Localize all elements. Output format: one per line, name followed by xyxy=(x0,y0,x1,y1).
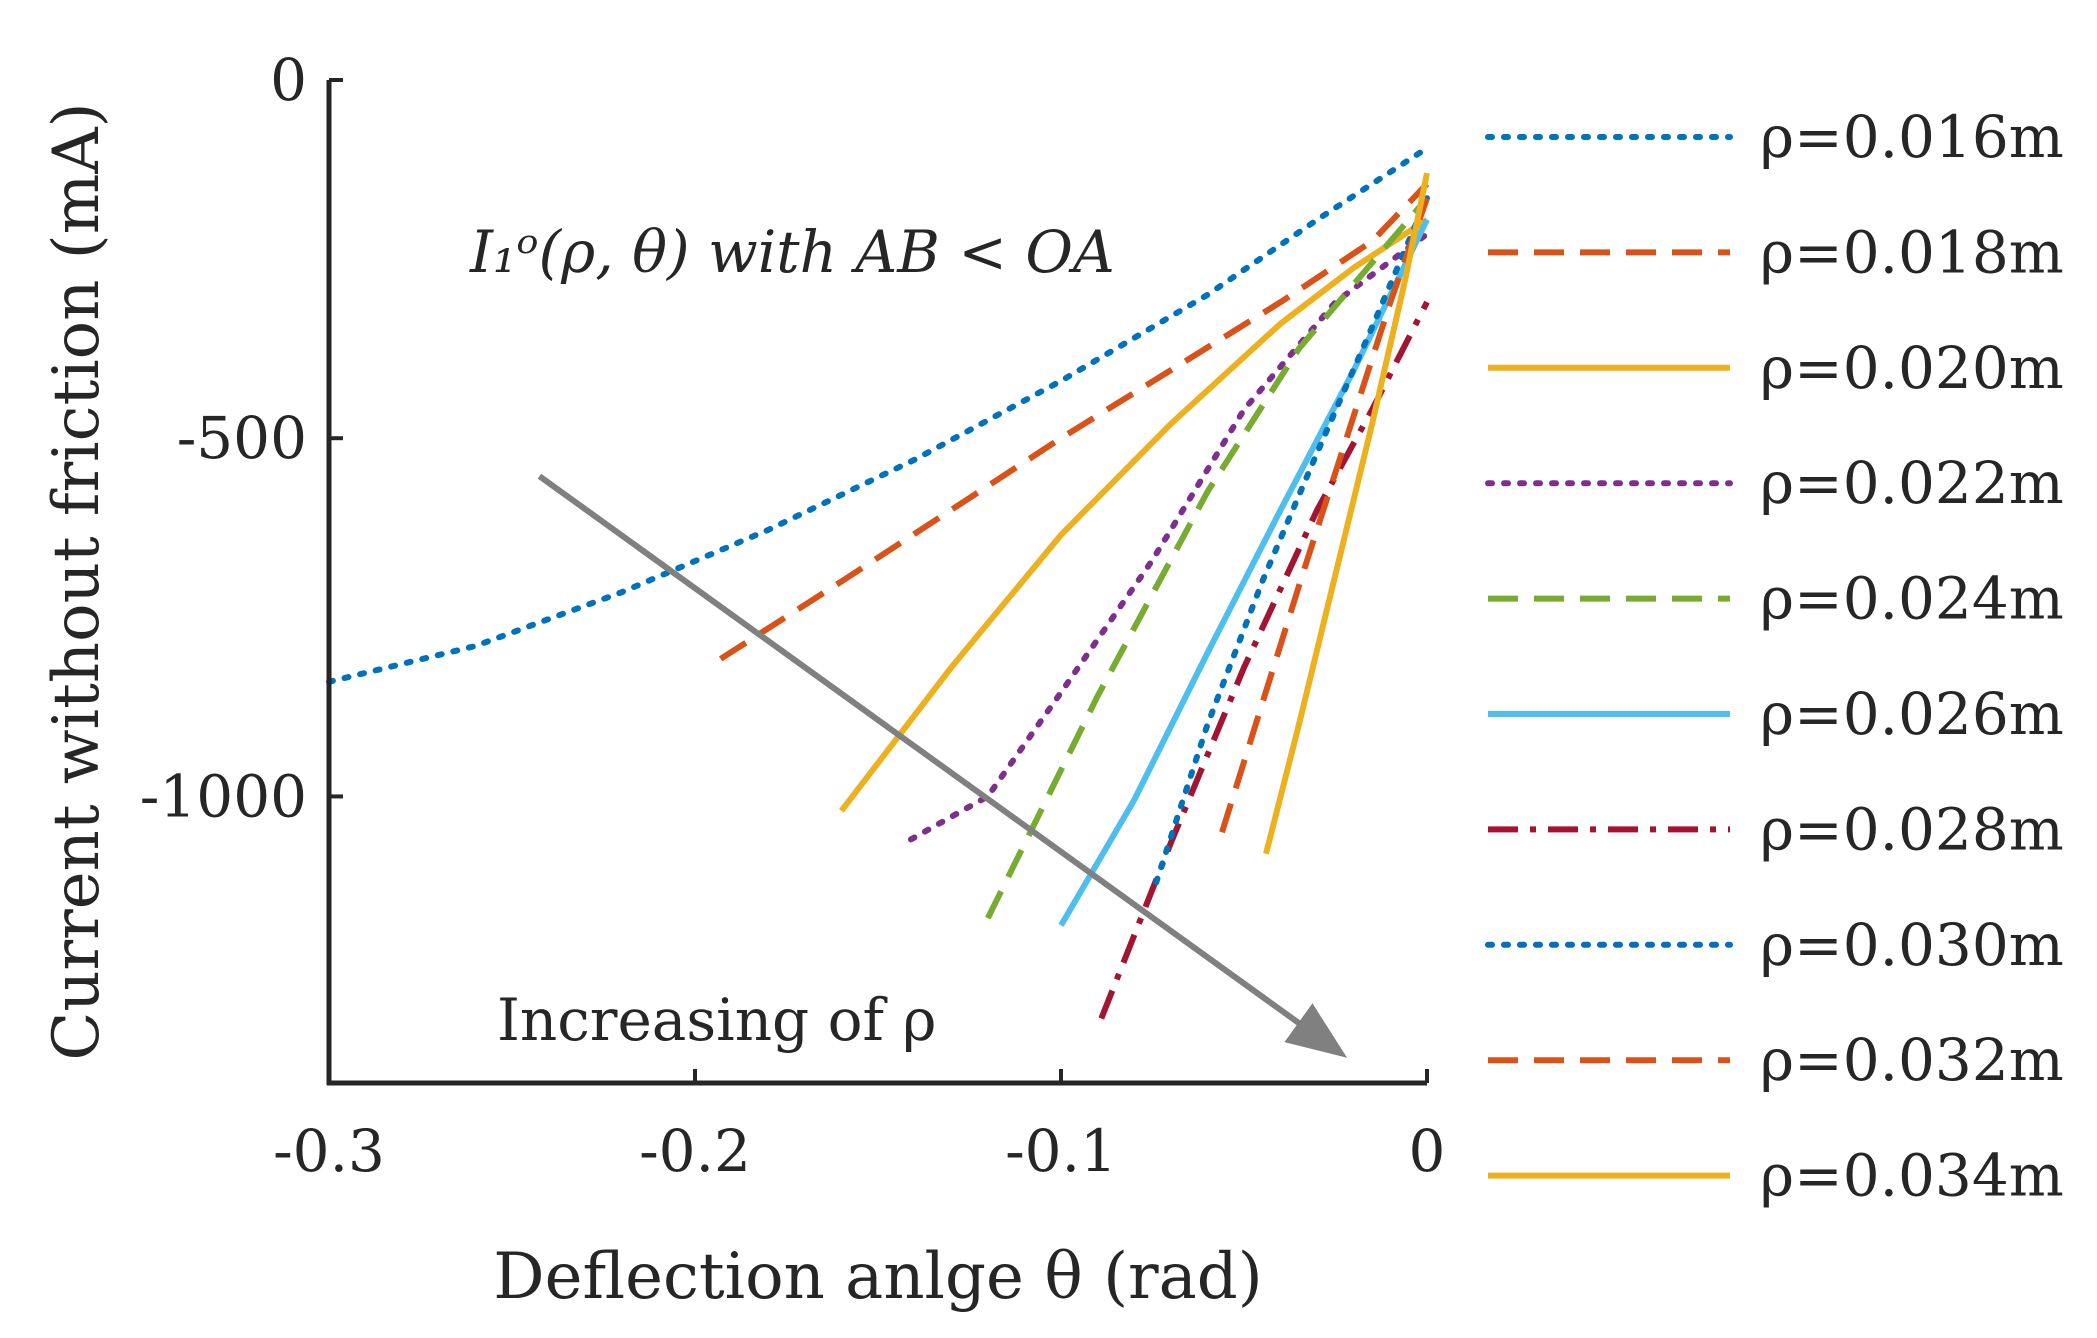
series-line-4 xyxy=(907,231,1430,843)
series-line-8 xyxy=(1153,195,1430,886)
legend-label-9: ρ=0.032m xyxy=(1760,1026,2064,1094)
x-tick-label: 0 xyxy=(1409,1117,1446,1185)
y-tick-label: -1000 xyxy=(140,762,307,830)
formula-annotation: I₁ᵒ(ρ, θ) with AB < OA xyxy=(469,218,1115,286)
legend-label-5: ρ=0.024m xyxy=(1760,565,2064,633)
legend-label-6: ρ=0.026m xyxy=(1760,680,2064,748)
series-line-1 xyxy=(326,145,1430,685)
annotations: I₁ᵒ(ρ, θ) with AB < OA Increasing of ρ xyxy=(469,218,1348,1058)
series-line-9 xyxy=(1219,197,1430,834)
y-axis-label: Current without friction (mA) xyxy=(40,102,114,1060)
legend-label-3: ρ=0.020m xyxy=(1760,334,2064,402)
x-tick-label: -0.3 xyxy=(273,1117,385,1185)
x-tick-label: -0.2 xyxy=(639,1117,751,1185)
axes: -0.3 -0.2 -0.1 0 0 -500 -1000 Deflection anlge … xyxy=(40,46,1445,1314)
y-tick-label: -500 xyxy=(177,404,307,472)
series-line-5 xyxy=(985,196,1430,920)
legend-label-8: ρ=0.030m xyxy=(1760,911,2064,979)
series-line-10 xyxy=(1263,172,1430,855)
legend-label-1: ρ=0.016m xyxy=(1760,103,2064,171)
legend-label-4: ρ=0.022m xyxy=(1760,449,2064,517)
legend-label-7: ρ=0.028m xyxy=(1760,795,2064,863)
legend-label-2: ρ=0.018m xyxy=(1760,218,2064,286)
series-line-3 xyxy=(839,217,1429,813)
increasing-arrow xyxy=(537,473,1348,1058)
plot-area xyxy=(326,145,1430,1020)
y-tick-label: 0 xyxy=(270,46,307,114)
series-line-2 xyxy=(718,181,1430,662)
legend-label-10: ρ=0.034m xyxy=(1760,1142,2064,1210)
x-axis-label: Deflection anlge θ (rad) xyxy=(493,1240,1262,1314)
arrow-label: Increasing of ρ xyxy=(497,986,937,1054)
x-tick-label: -0.1 xyxy=(1005,1117,1117,1185)
legend: ρ=0.016m ρ=0.018m ρ=0.020m ρ=0.022m ρ=0.024m… xyxy=(1485,103,2064,1210)
